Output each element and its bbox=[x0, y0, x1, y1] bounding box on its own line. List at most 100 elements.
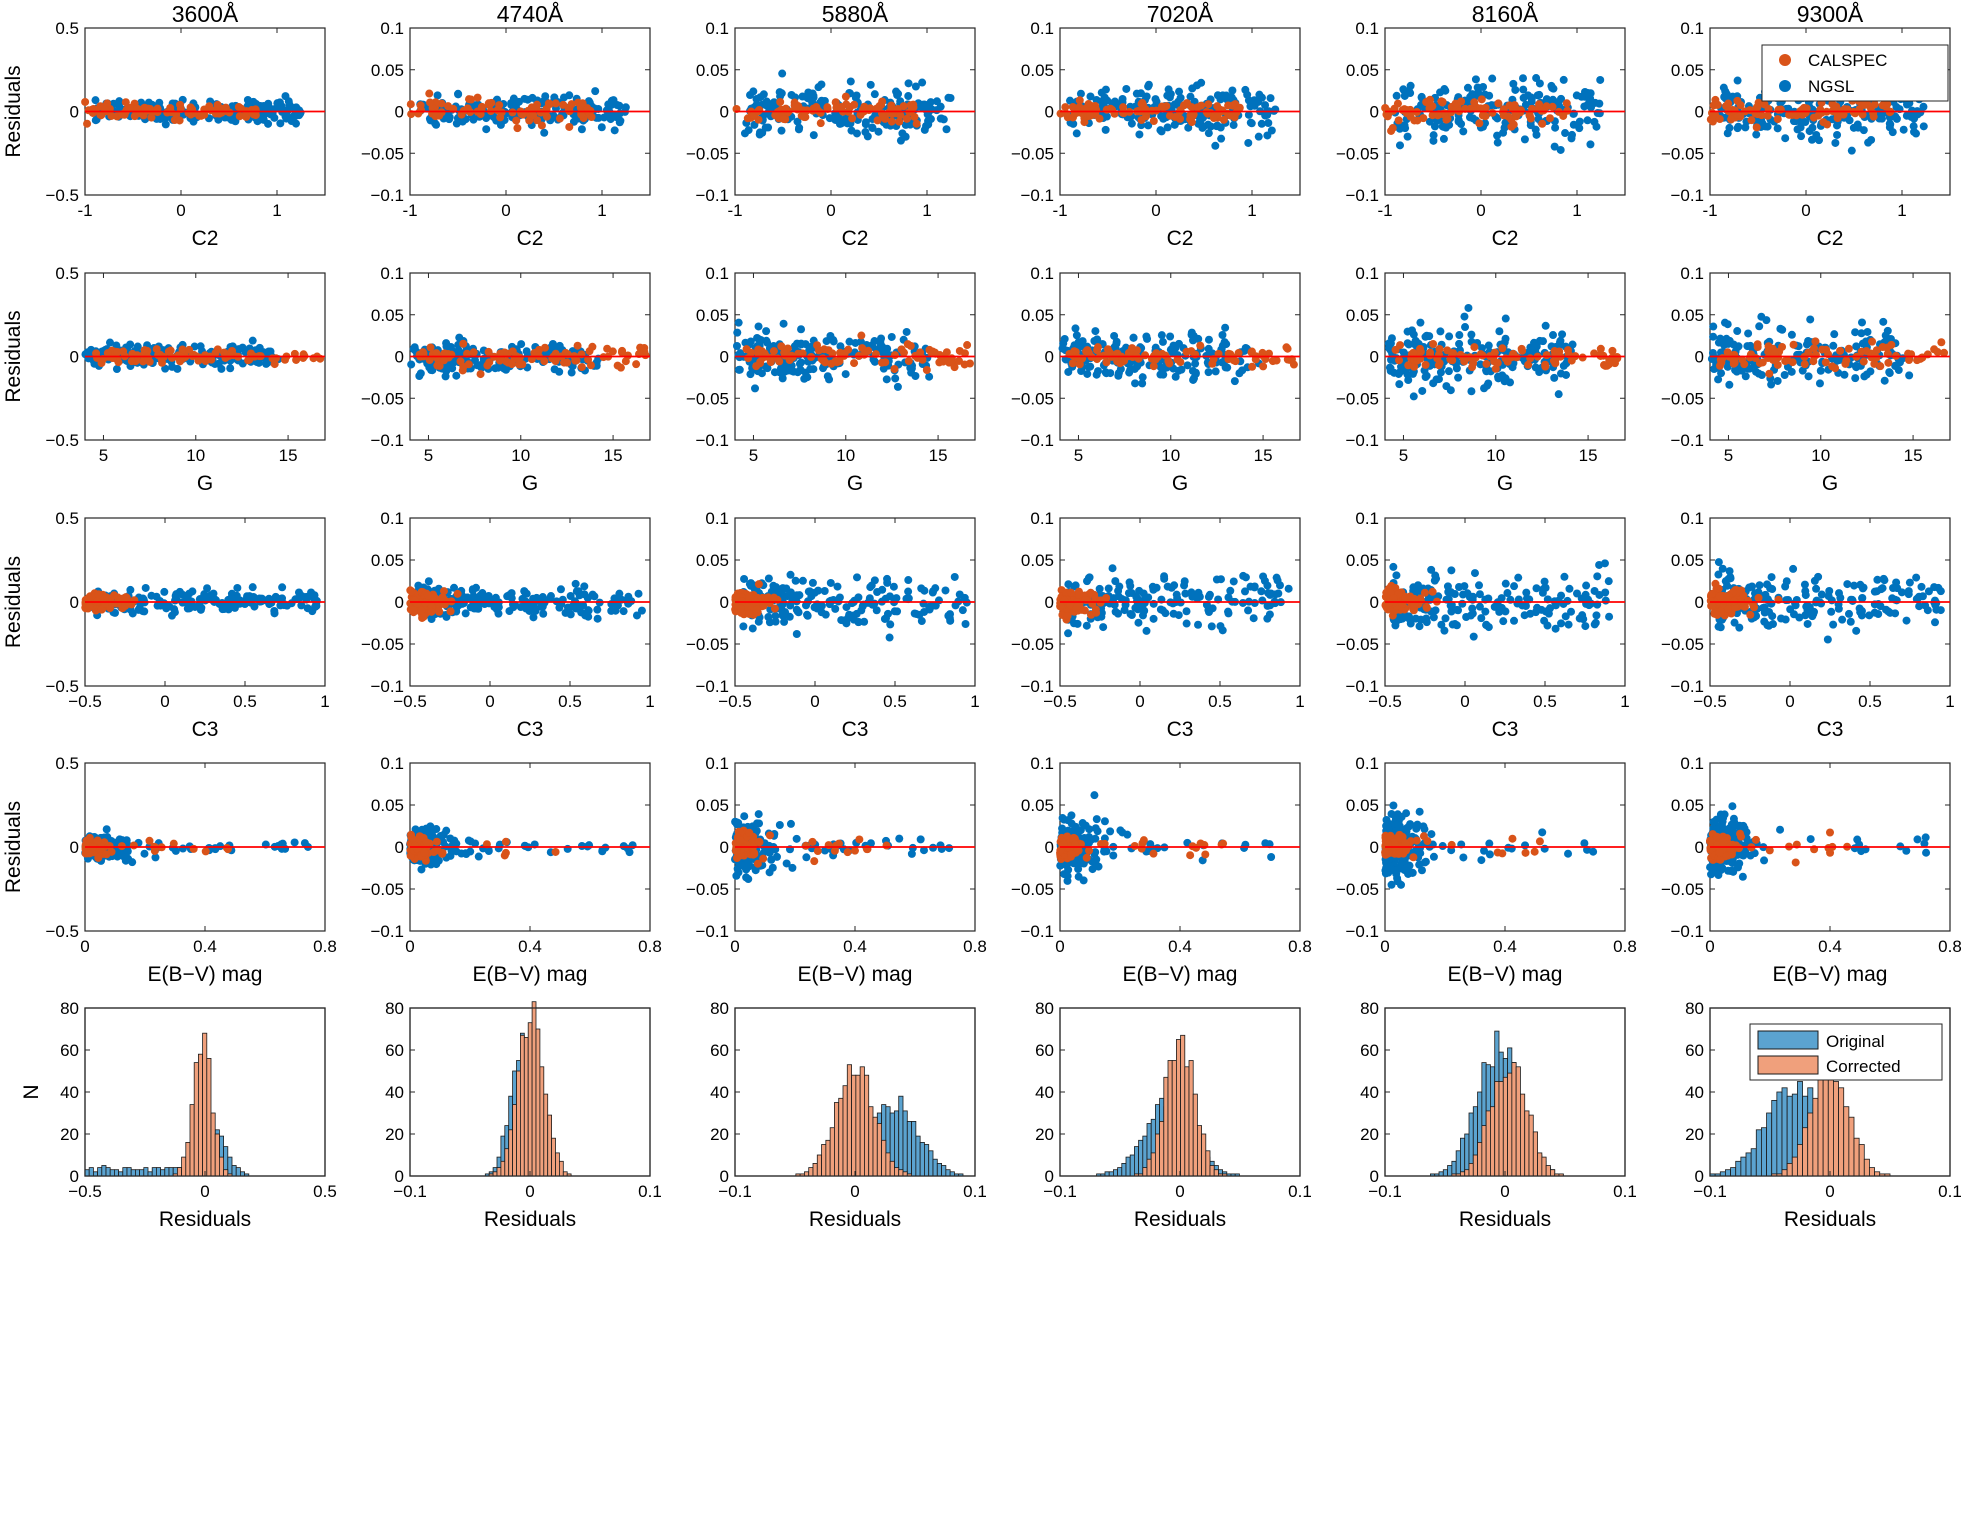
ngsl-point bbox=[1163, 582, 1172, 591]
x-tick-label: 10 bbox=[511, 446, 530, 465]
ngsl-point bbox=[764, 613, 773, 622]
calspec-point bbox=[426, 98, 435, 107]
calspec-point bbox=[1425, 104, 1434, 113]
ngsl-point bbox=[762, 327, 771, 336]
ngsl-point bbox=[253, 117, 262, 126]
ngsl-point bbox=[1849, 123, 1858, 132]
calspec-point bbox=[163, 108, 172, 117]
ngsl-point bbox=[1177, 365, 1186, 374]
calspec-point bbox=[1736, 101, 1745, 110]
calspec-point bbox=[467, 95, 476, 104]
ngsl-point bbox=[1862, 370, 1871, 379]
ngsl-point bbox=[1174, 611, 1183, 620]
ngsl-point bbox=[1885, 119, 1894, 128]
x-tick-label: 15 bbox=[929, 446, 948, 465]
calspec-point bbox=[213, 100, 222, 109]
calspec-point bbox=[1525, 110, 1534, 119]
ngsl-point bbox=[1086, 362, 1095, 371]
y-tick-label: 0 bbox=[1045, 103, 1054, 122]
ngsl-point bbox=[1807, 135, 1816, 144]
calspec-point bbox=[877, 358, 886, 367]
ngsl-point bbox=[1797, 132, 1806, 141]
ngsl-point bbox=[1416, 318, 1425, 327]
calspec-point bbox=[573, 341, 582, 350]
y-tick-label: 0.05 bbox=[371, 61, 404, 80]
ngsl-point bbox=[416, 369, 425, 378]
ngsl-point bbox=[1263, 614, 1272, 623]
ngsl-point bbox=[1495, 327, 1504, 336]
calspec-point bbox=[1832, 102, 1841, 111]
y-tick-label: −0.5 bbox=[45, 186, 79, 205]
ngsl-point bbox=[1891, 361, 1900, 370]
calspec-point bbox=[1518, 346, 1527, 355]
ngsl-point bbox=[1580, 102, 1589, 111]
calspec-point bbox=[917, 353, 926, 362]
y-tick-label: 0 bbox=[1045, 348, 1054, 367]
ngsl-point bbox=[1132, 89, 1141, 98]
ngsl-point bbox=[1454, 373, 1463, 382]
ngsl-point bbox=[1459, 127, 1468, 136]
ngsl-point bbox=[885, 633, 894, 642]
x-axis-label: C2 bbox=[1817, 227, 1844, 250]
ngsl-point bbox=[781, 361, 790, 370]
ngsl-point bbox=[1723, 129, 1732, 138]
ngsl-point bbox=[555, 603, 564, 612]
calspec-point bbox=[453, 589, 462, 598]
ngsl-point bbox=[1709, 322, 1718, 331]
ngsl-point bbox=[478, 589, 487, 598]
ngsl-point bbox=[1418, 386, 1427, 395]
calspec-point bbox=[856, 110, 865, 119]
ngsl-point bbox=[1244, 110, 1253, 119]
ngsl-point bbox=[208, 596, 217, 605]
ngsl-point bbox=[1857, 329, 1866, 338]
calspec-point bbox=[848, 114, 857, 123]
calspec-point bbox=[1086, 111, 1095, 120]
calspec-point bbox=[1729, 356, 1738, 365]
ngsl-point bbox=[1858, 318, 1867, 327]
calspec-point bbox=[584, 355, 593, 364]
calspec-point bbox=[623, 351, 632, 360]
ngsl-point bbox=[1221, 323, 1230, 332]
ngsl-point bbox=[1271, 590, 1280, 599]
calspec-point bbox=[887, 117, 896, 126]
calspec-point bbox=[242, 112, 251, 121]
calspec-point bbox=[823, 103, 832, 112]
ngsl-point bbox=[567, 368, 576, 377]
x-tick-label: -1 bbox=[77, 201, 92, 220]
calspec-point bbox=[831, 98, 840, 107]
calspec-point bbox=[766, 358, 775, 367]
y-tick-label: −0.05 bbox=[361, 389, 404, 408]
ngsl-point bbox=[303, 604, 312, 613]
ngsl-point bbox=[1257, 587, 1266, 596]
x-axis-label: C2 bbox=[517, 227, 544, 250]
calspec-point bbox=[1538, 119, 1547, 128]
ngsl-point bbox=[1182, 607, 1191, 616]
calspec-point bbox=[1810, 344, 1819, 353]
ngsl-point bbox=[1168, 599, 1177, 608]
ngsl-point bbox=[106, 338, 115, 347]
ngsl-point bbox=[1099, 623, 1108, 632]
ngsl-point bbox=[1250, 96, 1259, 105]
ngsl-point bbox=[1120, 606, 1129, 615]
calspec-point bbox=[529, 111, 538, 120]
ngsl-point bbox=[560, 93, 569, 102]
ngsl-point bbox=[1149, 599, 1158, 608]
y-tick-label: 0 bbox=[1045, 593, 1054, 612]
ngsl-point bbox=[445, 115, 454, 124]
calspec-point bbox=[140, 346, 149, 355]
ngsl-point bbox=[1142, 626, 1151, 635]
calspec-point bbox=[1541, 362, 1550, 371]
ngsl-point bbox=[1144, 80, 1153, 89]
ngsl-point bbox=[1121, 596, 1130, 605]
calspec-point bbox=[922, 366, 931, 375]
calspec-point bbox=[1494, 99, 1503, 108]
calspec-point bbox=[433, 361, 442, 370]
ngsl-point bbox=[904, 79, 913, 88]
calspec-point bbox=[1546, 114, 1555, 123]
ngsl-point bbox=[555, 367, 564, 376]
ngsl-point bbox=[780, 617, 789, 626]
column-title: 4740Å bbox=[497, 0, 564, 27]
calspec-point bbox=[1471, 353, 1480, 362]
